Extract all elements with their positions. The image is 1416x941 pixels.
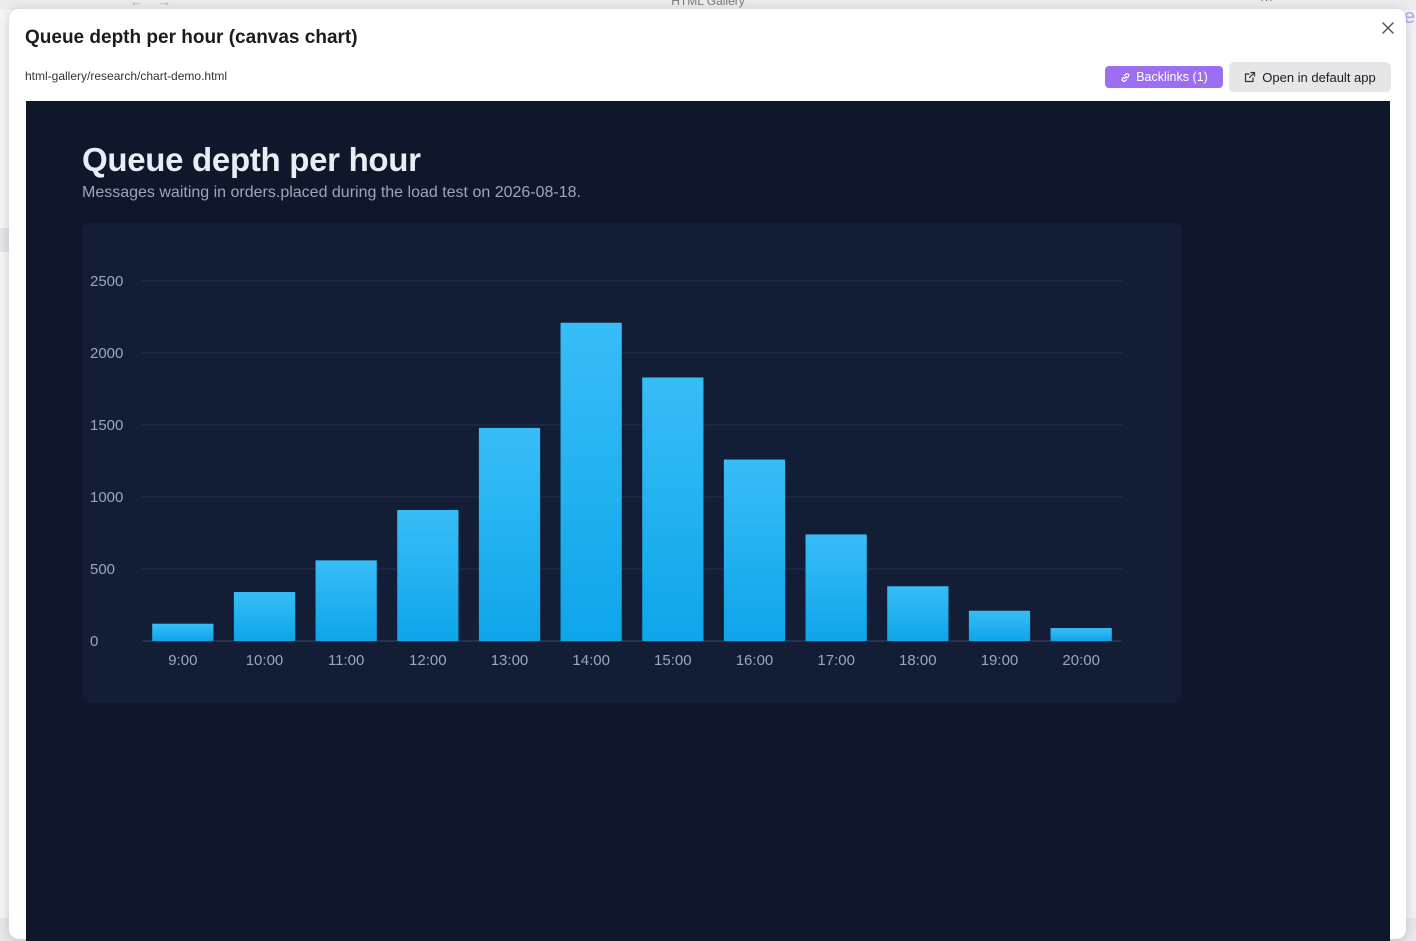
page-subtitle: Messages waiting in orders.placed during… bbox=[82, 184, 581, 201]
html-preview-frame: Queue depth per hour Messages waiting in… bbox=[26, 101, 1390, 941]
bar-18:00 bbox=[887, 586, 949, 641]
bar-16:00 bbox=[723, 459, 786, 641]
queue-depth-chart: 0 500 1000 1500 2000 2500 9:00 10:00 11:00 12:00 1… bbox=[90, 273, 1122, 669]
x-tick-label-14:00: 14:00 bbox=[572, 652, 610, 669]
backlinks-button[interactable]: Backlinks (1) bbox=[1105, 66, 1223, 88]
x-tick-label-10:00: 10:00 bbox=[246, 652, 284, 669]
bar-11:00 bbox=[315, 560, 377, 641]
y-tick-label-500: 500 bbox=[90, 561, 115, 578]
forward-arrow-icon[interactable]: → bbox=[158, 0, 171, 9]
bar-12:00 bbox=[397, 509, 459, 641]
x-tick-label-20:00: 20:00 bbox=[1062, 652, 1100, 669]
back-arrow-icon[interactable]: ← bbox=[130, 0, 143, 9]
close-icon bbox=[1382, 22, 1394, 34]
close-button[interactable] bbox=[1378, 18, 1398, 38]
x-tick-label-15:00: 15:00 bbox=[654, 652, 692, 669]
open-default-app-label: Open in default app bbox=[1262, 69, 1376, 85]
y-tick-label-0: 0 bbox=[90, 633, 98, 650]
page-heading: Queue depth per hour bbox=[82, 141, 421, 178]
file-path: html-gallery/research/chart-demo.html bbox=[25, 69, 228, 83]
bar-17:00 bbox=[805, 534, 867, 641]
backlinks-label: Backlinks (1) bbox=[1136, 70, 1208, 84]
background-window-title: HTML Gallery bbox=[671, 0, 745, 8]
bar-14:00 bbox=[560, 322, 622, 641]
bar-10:00 bbox=[233, 592, 296, 641]
link-icon bbox=[1121, 72, 1130, 82]
bar-15:00 bbox=[642, 377, 704, 641]
x-tick-label-19:00: 19:00 bbox=[981, 652, 1019, 669]
x-tick-label-9:00: 9:00 bbox=[168, 652, 197, 669]
bar-13:00 bbox=[478, 427, 541, 641]
x-tick-label-18:00: 18:00 bbox=[899, 652, 937, 669]
bar-20:00 bbox=[1050, 628, 1112, 641]
bar-19:00 bbox=[968, 610, 1031, 641]
background-titlebar: ← → HTML Gallery ··· bbox=[0, 0, 1416, 10]
x-tick-label-11:00: 11:00 bbox=[328, 652, 364, 669]
x-tick-label-12:00: 12:00 bbox=[409, 652, 447, 669]
modal-title: Queue depth per hour (canvas chart) bbox=[25, 27, 358, 48]
bar-9:00 bbox=[152, 623, 214, 641]
x-tick-label-17:00: 17:00 bbox=[817, 652, 855, 669]
external-link-icon bbox=[1245, 71, 1256, 83]
x-tick-label-16:00: 16:00 bbox=[736, 652, 774, 669]
background-sidebar-highlight bbox=[0, 228, 9, 252]
y-tick-label-1000: 1000 bbox=[90, 489, 123, 506]
y-tick-label-1500: 1500 bbox=[90, 417, 123, 434]
preview-modal: Queue depth per hour (canvas chart) html… bbox=[9, 9, 1406, 941]
chart-card: 0 500 1000 1500 2000 2500 9:00 10:00 11:00 12:00 1… bbox=[82, 223, 1182, 703]
y-tick-label-2500: 2500 bbox=[90, 273, 123, 290]
y-tick-label-2000: 2000 bbox=[90, 345, 123, 362]
background-sidebar bbox=[0, 10, 9, 918]
open-default-app-button[interactable]: Open in default app bbox=[1229, 62, 1391, 92]
x-tick-label-13:00: 13:00 bbox=[491, 652, 529, 669]
background-logo-icon: e bbox=[1404, 6, 1416, 28]
more-icon[interactable]: ··· bbox=[1260, 0, 1273, 7]
